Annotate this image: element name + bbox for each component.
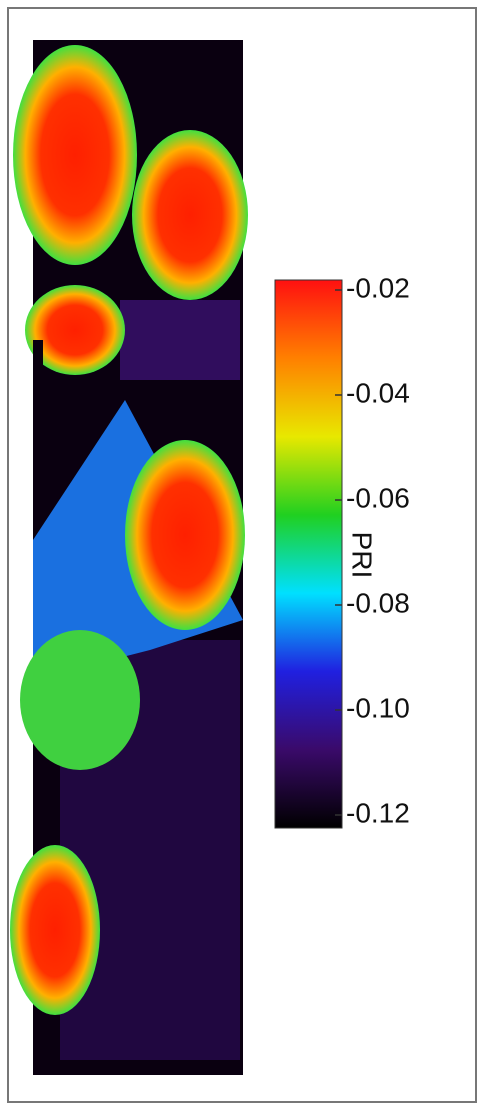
patch	[120, 300, 240, 380]
gap	[33, 340, 43, 380]
tick-label: -0.10	[346, 692, 410, 723]
false-color-image	[10, 40, 248, 1075]
canopy	[25, 285, 125, 375]
canopy	[132, 130, 248, 300]
tick-label: -0.04	[346, 377, 410, 408]
colorbar-label: PRI	[347, 532, 378, 579]
tick-label: -0.12	[346, 797, 410, 828]
colorbar	[274, 279, 343, 829]
canopy	[125, 440, 245, 630]
tick-label: -0.08	[346, 587, 410, 618]
canopy	[20, 630, 140, 770]
canopy	[13, 45, 137, 265]
tick-label: -0.02	[346, 272, 410, 303]
canopy	[10, 845, 100, 1015]
tick-label: -0.06	[346, 482, 410, 513]
